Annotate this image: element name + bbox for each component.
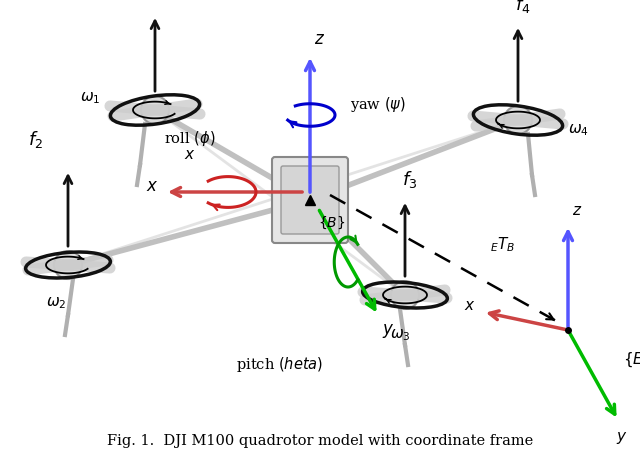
Text: $\omega_2$: $\omega_2$	[46, 295, 66, 311]
Text: $x$: $x$	[145, 178, 158, 195]
Text: $_ET_B$: $_ET_B$	[490, 236, 515, 254]
Text: $\omega_4$: $\omega_4$	[568, 122, 589, 138]
Text: roll $(\phi)$: roll $(\phi)$	[164, 129, 216, 148]
Text: pitch $(	heta)$: pitch $( heta)$	[236, 355, 324, 374]
Circle shape	[54, 251, 82, 279]
FancyBboxPatch shape	[281, 166, 339, 234]
FancyBboxPatch shape	[272, 157, 348, 243]
Text: yaw $(\psi)$: yaw $(\psi)$	[350, 96, 406, 114]
Text: $\omega_1$: $\omega_1$	[79, 90, 100, 106]
Text: $\omega_3$: $\omega_3$	[390, 327, 410, 343]
Text: $\{E\}$: $\{E\}$	[623, 351, 640, 369]
Text: $f_1$: $f_1$	[152, 0, 166, 2]
Circle shape	[141, 96, 169, 124]
Circle shape	[504, 106, 532, 134]
Text: $\{B\}$: $\{B\}$	[318, 215, 346, 231]
Text: $f_3$: $f_3$	[403, 169, 418, 190]
Circle shape	[391, 281, 419, 309]
Text: $x$: $x$	[465, 299, 476, 313]
Text: $y$: $y$	[616, 430, 628, 446]
Text: $y$: $y$	[382, 322, 394, 340]
Text: $z$: $z$	[314, 31, 325, 48]
Text: $z$: $z$	[572, 204, 582, 218]
Text: $x$: $x$	[184, 148, 196, 162]
Text: $f_2$: $f_2$	[28, 129, 44, 150]
Text: $f_4$: $f_4$	[515, 0, 531, 15]
Text: Fig. 1.  DJI M100 quadrotor model with coordinate frame: Fig. 1. DJI M100 quadrotor model with co…	[107, 434, 533, 448]
